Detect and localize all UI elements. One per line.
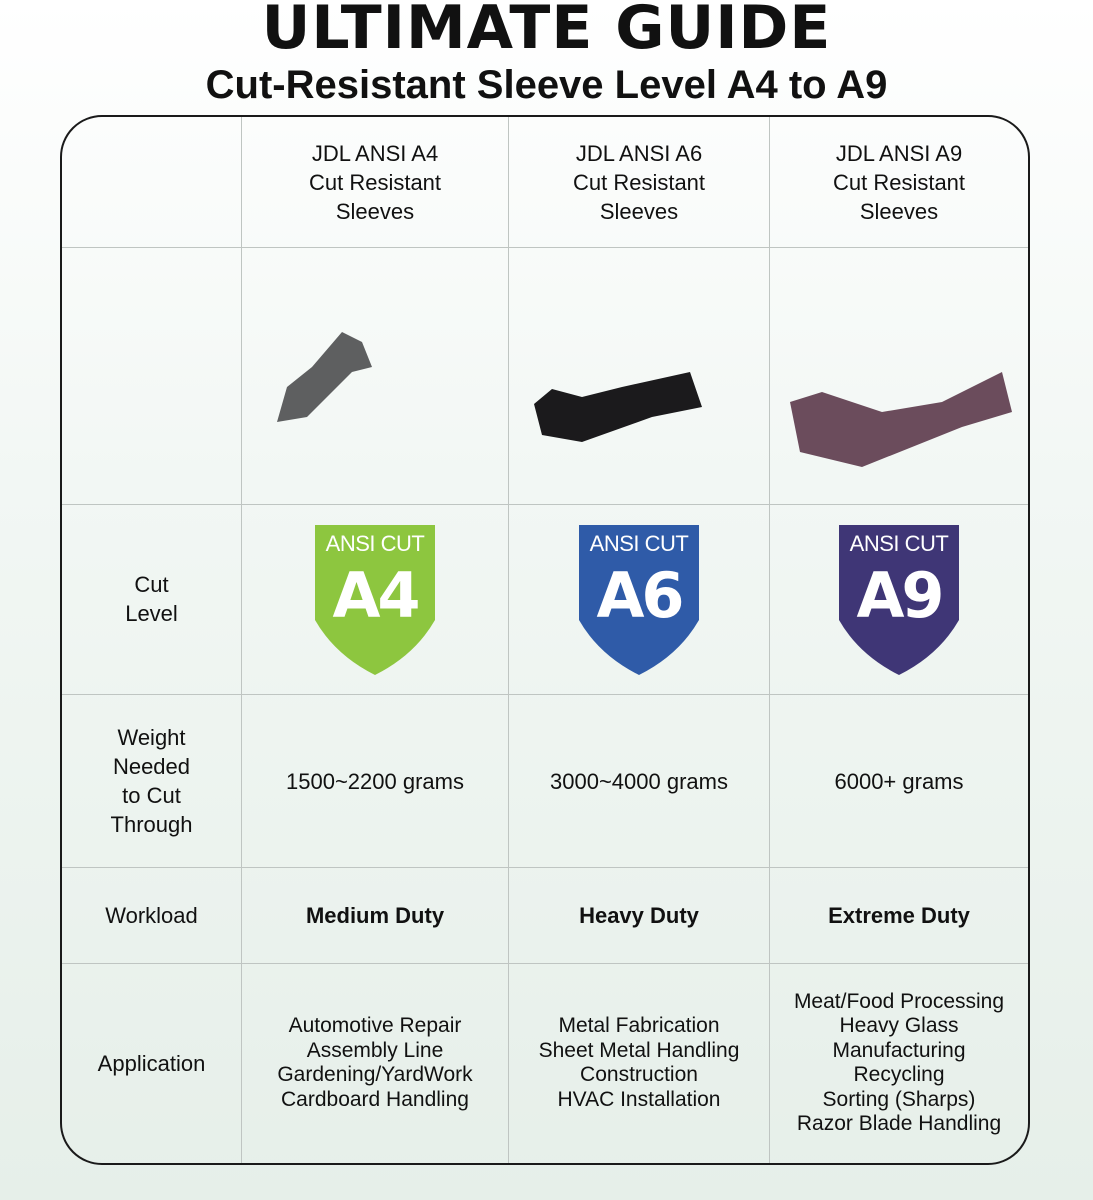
weight-value: 3000~4000 grams bbox=[550, 768, 728, 794]
header-line: Cut Resistant bbox=[308, 169, 442, 195]
ansi-cut-badge: ANSI CUT A9 bbox=[839, 524, 959, 675]
application-item: Manufacturing bbox=[832, 1038, 966, 1062]
column-header-0: JDL ANSI A4 Cut Resistant Sleeves bbox=[242, 137, 508, 227]
application-item: Cardboard Handling bbox=[281, 1087, 469, 1111]
label-line: Cut bbox=[134, 572, 169, 597]
cut-level-badge-cell: ANSI CUT A9 bbox=[770, 505, 1028, 694]
badge-level: A4 bbox=[332, 558, 420, 632]
badge-label: ANSI CUT bbox=[325, 530, 425, 556]
weight-value: 1500~2200 grams bbox=[286, 768, 464, 794]
sleeve-image bbox=[242, 248, 508, 504]
label-line: Through bbox=[110, 811, 193, 837]
weight-value: 6000+ grams bbox=[834, 768, 964, 794]
application-list: Meat/Food Processing Heavy Glass Manufactu… bbox=[770, 964, 1028, 1162]
divider bbox=[62, 247, 1028, 248]
ansi-cut-badge: ANSI CUT A4 bbox=[315, 524, 435, 675]
application-list: Metal Fabrication Sheet Metal Handling Con… bbox=[509, 964, 769, 1162]
shield-icon bbox=[579, 524, 699, 675]
label-line: to Cut bbox=[122, 782, 181, 808]
badge-label: ANSI CUT bbox=[589, 530, 689, 556]
header-line: Sleeves bbox=[599, 198, 679, 224]
header-line: JDL ANSI A6 bbox=[575, 140, 703, 166]
header-line: Sleeves bbox=[335, 198, 415, 224]
application-item: Meat/Food Processing bbox=[793, 989, 1005, 1013]
application-list: Automotive Repair Assembly Line Gardening/… bbox=[242, 964, 508, 1162]
application-item: Metal Fabrication bbox=[558, 1014, 720, 1037]
row-label-weight: Weight Needed to Cut Through bbox=[62, 694, 241, 867]
badge-level: A9 bbox=[856, 558, 944, 632]
badge-level: A6 bbox=[596, 558, 684, 632]
workload-value: Medium Duty bbox=[305, 903, 445, 928]
label-line: Weight bbox=[117, 724, 186, 750]
label-line: Level bbox=[125, 601, 178, 626]
header-line: Sleeves bbox=[859, 198, 939, 224]
header-line: JDL ANSI A9 bbox=[835, 140, 963, 166]
application-item: HVAC Installation bbox=[557, 1087, 721, 1111]
header-line: Cut Resistant bbox=[572, 169, 706, 195]
row-label-workload: Workload bbox=[105, 902, 198, 928]
application-item: Heavy Glass bbox=[839, 1014, 959, 1037]
row-label-cut-level: Cut Level bbox=[62, 504, 241, 694]
cut-level-badge-cell: ANSI CUT A4 bbox=[242, 505, 508, 694]
application-item: Razor Blade Handling bbox=[796, 1112, 1002, 1135]
cut-level-badge-cell: ANSI CUT A6 bbox=[509, 505, 769, 694]
row-label-application: Application bbox=[97, 1050, 206, 1076]
sleeve-image bbox=[770, 248, 1028, 504]
application-item: Sorting (Sharps) bbox=[822, 1087, 976, 1111]
divider bbox=[62, 504, 1028, 505]
column-header-2: JDL ANSI A9 Cut Resistant Sleeves bbox=[770, 137, 1028, 227]
application-item: Gardening/YardWork bbox=[277, 1063, 473, 1086]
column-header-1: JDL ANSI A6 Cut Resistant Sleeves bbox=[509, 137, 769, 227]
sleeve-illustration bbox=[277, 332, 372, 422]
sleeve-illustration bbox=[790, 372, 1012, 467]
divider bbox=[769, 117, 770, 1163]
application-item: Construction bbox=[580, 1063, 698, 1086]
badge-label: ANSI CUT bbox=[849, 530, 949, 556]
shield-icon bbox=[839, 524, 959, 675]
comparison-table: Cut Level Weight Needed to Cut Through Workl… bbox=[60, 115, 1030, 1165]
workload-value: Extreme Duty bbox=[828, 903, 970, 928]
sleeve-illustration bbox=[534, 372, 702, 442]
divider bbox=[241, 117, 242, 1163]
sleeve-image bbox=[509, 248, 769, 504]
application-item: Automotive Repair bbox=[288, 1014, 462, 1037]
ansi-cut-badge: ANSI CUT A6 bbox=[579, 524, 699, 675]
page-title: ULTIMATE GUIDE bbox=[261, 0, 832, 63]
page-subtitle: Cut-Resistant Sleeve Level A4 to A9 bbox=[205, 63, 888, 107]
divider bbox=[62, 963, 1028, 964]
header-line: Cut Resistant bbox=[832, 169, 966, 195]
divider bbox=[62, 867, 1028, 868]
divider bbox=[62, 694, 1028, 695]
application-item: Assembly Line bbox=[306, 1038, 444, 1062]
workload-value: Heavy Duty bbox=[579, 903, 699, 928]
header-line: JDL ANSI A4 bbox=[311, 140, 439, 166]
application-item: Recycling bbox=[853, 1063, 945, 1086]
label-line: Needed bbox=[112, 753, 191, 779]
divider bbox=[508, 117, 509, 1163]
application-item: Sheet Metal Handling bbox=[538, 1038, 740, 1062]
shield-icon bbox=[315, 524, 435, 675]
